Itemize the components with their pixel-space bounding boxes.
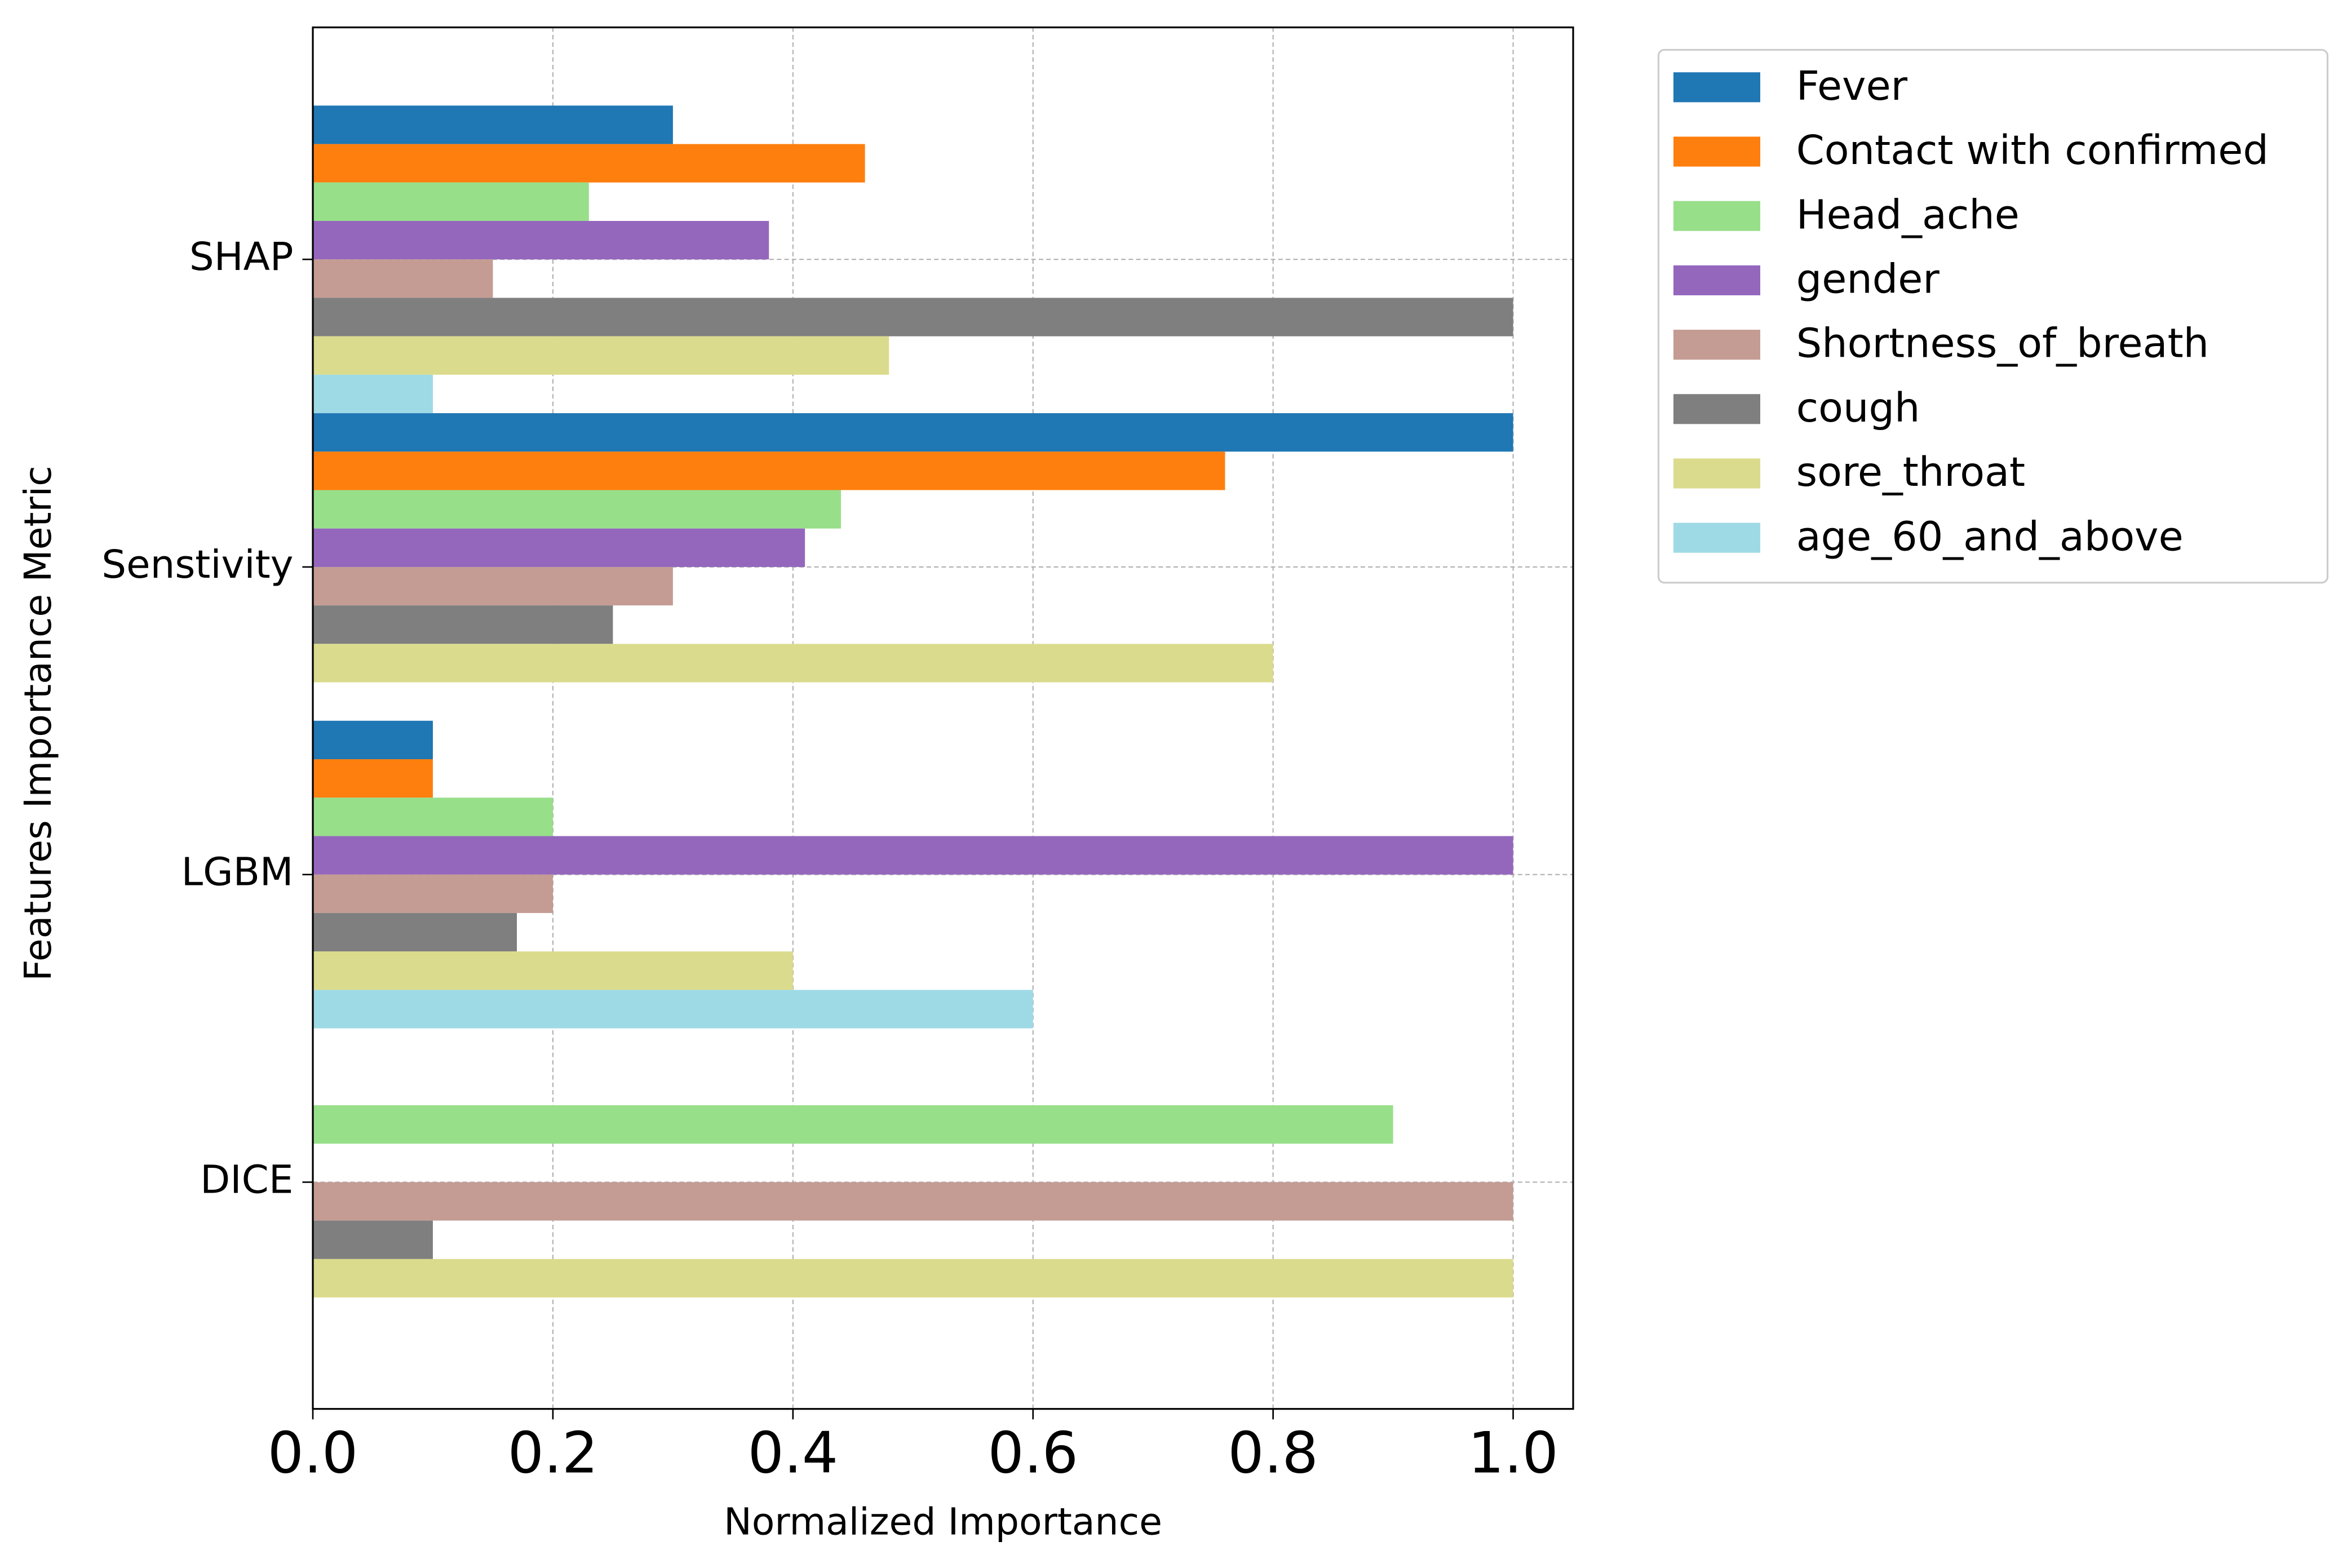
bar <box>313 644 1273 683</box>
bar <box>313 182 589 221</box>
x-tick-label: 0.8 <box>1228 1420 1318 1486</box>
bar <box>313 566 673 606</box>
legend-swatch <box>1673 522 1760 553</box>
legend-label: cough <box>1796 384 1920 431</box>
bar <box>313 1259 1513 1298</box>
legend-swatch <box>1673 458 1760 489</box>
bar <box>313 836 1513 875</box>
x-tick-label: 0.6 <box>988 1420 1078 1486</box>
legend-label: Head_ache <box>1796 191 2020 238</box>
bar <box>313 990 1033 1029</box>
legend-label: Shortness_of_breath <box>1796 320 2209 367</box>
legend-swatch <box>1673 330 1760 360</box>
legend-swatch <box>1673 201 1760 231</box>
bar <box>313 605 613 644</box>
bar <box>313 144 865 183</box>
legend-label: age_60_and_above <box>1796 512 2184 560</box>
x-tick-label: 0.4 <box>748 1420 838 1486</box>
legend-swatch <box>1673 265 1760 295</box>
x-axis-label: Normalized Importance <box>724 1499 1162 1543</box>
y-tick-label: SHAP <box>189 234 294 280</box>
bar <box>313 374 433 414</box>
y-tick-label: DICE <box>200 1157 293 1202</box>
legend-label: Fever <box>1796 62 1908 109</box>
bar <box>313 1182 1513 1221</box>
legend-swatch <box>1673 394 1760 424</box>
bar <box>313 220 769 260</box>
bar <box>313 759 433 798</box>
x-tick-label: 1.0 <box>1468 1420 1558 1486</box>
bar <box>313 259 493 298</box>
bar <box>313 720 433 760</box>
legend-label: sore_throat <box>1796 448 2025 495</box>
legend-label: gender <box>1796 255 1940 303</box>
y-axis-label: Features Importance Metric <box>16 466 60 981</box>
plot-frame <box>312 26 1574 1410</box>
bar <box>313 913 517 952</box>
bar <box>313 798 553 836</box>
bar <box>313 1105 1393 1144</box>
bar <box>313 451 1225 490</box>
legend-swatch <box>1673 72 1760 103</box>
bar <box>313 105 673 144</box>
bar <box>313 528 805 567</box>
y-tick-label: LGBM <box>181 850 294 895</box>
legend-box <box>1657 48 2329 584</box>
x-tick-label: 0.2 <box>508 1420 598 1486</box>
x-tick-label: 0.0 <box>268 1420 358 1486</box>
legend-swatch <box>1673 136 1760 167</box>
y-tick-label: Senstivity <box>101 542 293 587</box>
bar <box>313 490 842 529</box>
bar <box>313 336 889 375</box>
bar <box>313 874 553 913</box>
bar <box>313 951 793 990</box>
bar <box>313 1220 433 1259</box>
bar <box>313 413 1513 452</box>
bar <box>313 298 1513 336</box>
legend-label: Contact with confirmed <box>1796 126 2269 174</box>
